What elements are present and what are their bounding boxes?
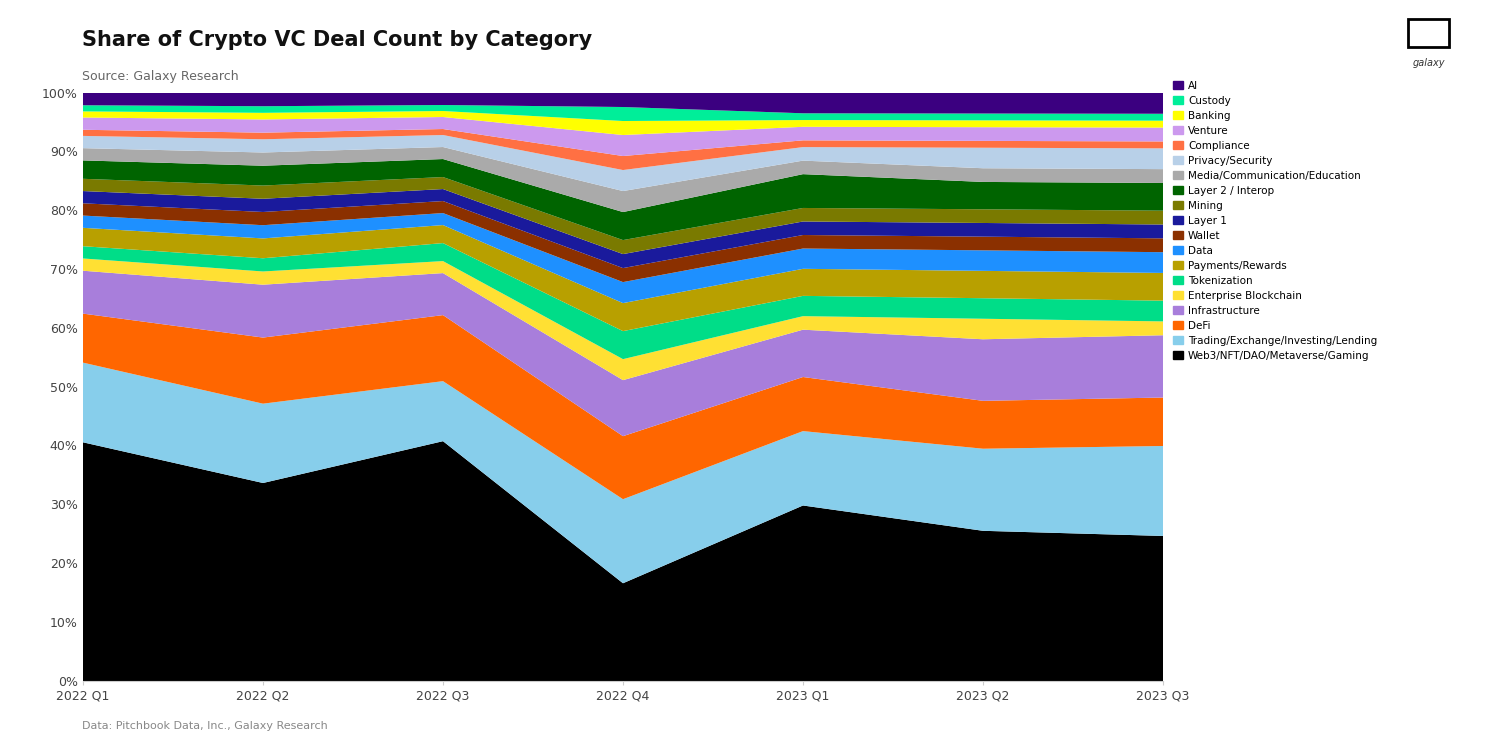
- Text: Data: Pitchbook Data, Inc., Galaxy Research: Data: Pitchbook Data, Inc., Galaxy Resea…: [82, 721, 328, 731]
- Text: Share of Crypto VC Deal Count by Category: Share of Crypto VC Deal Count by Categor…: [82, 30, 592, 50]
- Text: Source: Galaxy Research: Source: Galaxy Research: [82, 70, 238, 84]
- FancyBboxPatch shape: [1408, 19, 1449, 47]
- Text: galaxy: galaxy: [1413, 58, 1444, 68]
- Legend: AI, Custody, Banking, Venture, Compliance, Privacy/Security, Media/Communication: AI, Custody, Banking, Venture, Complianc…: [1173, 81, 1377, 360]
